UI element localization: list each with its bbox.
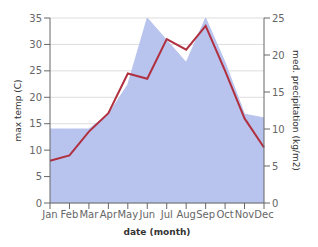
svg-text:5: 5 [36,171,42,182]
svg-text:0: 0 [36,198,42,209]
svg-text:max temp (C): max temp (C) [13,79,23,141]
svg-text:Sep: Sep [196,209,215,220]
svg-text:20: 20 [272,50,285,61]
svg-text:Oct: Oct [216,209,233,220]
svg-text:Mar: Mar [79,209,99,220]
svg-text:5: 5 [272,161,278,172]
svg-text:date (month): date (month) [124,227,191,237]
svg-text:25: 25 [272,13,285,24]
svg-text:15: 15 [272,87,285,98]
svg-text:Jan: Jan [41,209,57,220]
svg-text:15: 15 [29,118,42,129]
svg-text:10: 10 [272,124,285,135]
svg-text:med. precipitation (kg/m2): med. precipitation (kg/m2) [291,50,301,171]
svg-text:25: 25 [29,65,42,76]
svg-text:35: 35 [29,13,42,24]
svg-text:10: 10 [29,145,42,156]
svg-text:30: 30 [29,39,42,50]
svg-text:0: 0 [272,198,278,209]
svg-text:May: May [117,209,138,220]
svg-text:Aug: Aug [176,209,196,220]
svg-text:Nov: Nov [235,209,255,220]
svg-text:Jul: Jul [160,209,173,220]
svg-text:Apr: Apr [100,209,118,220]
svg-text:20: 20 [29,92,42,103]
svg-text:Feb: Feb [61,209,79,220]
svg-text:Dec: Dec [254,209,273,220]
svg-text:Jun: Jun [138,209,155,220]
